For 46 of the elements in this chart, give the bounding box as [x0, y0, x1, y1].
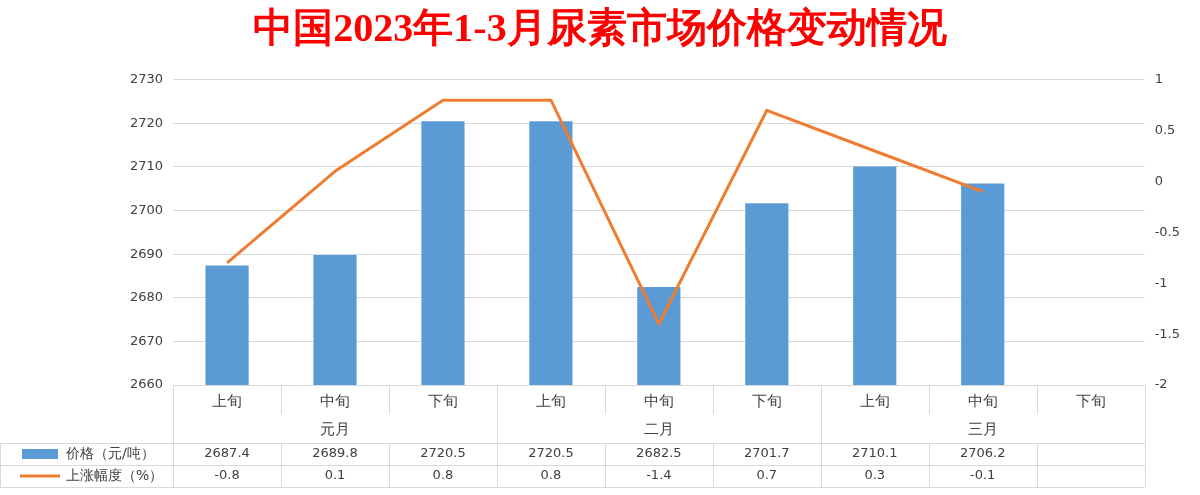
data-label: 0.8	[540, 467, 562, 483]
y2-tick-label: -0.5	[1154, 223, 1181, 239]
data-label: 2682.5	[636, 445, 682, 461]
y2-tick-label: -1.5	[1154, 325, 1181, 341]
x-tick-label: 上旬	[535, 391, 566, 410]
x-tick-label: 下旬	[1075, 391, 1106, 410]
data-label: 0.7	[756, 467, 778, 483]
y-tick-label: 2690	[129, 245, 164, 261]
text: 元月	[320, 420, 351, 439]
legend-label: 上涨幅度（%）	[66, 466, 164, 483]
x-tick-label: 上旬	[212, 391, 243, 410]
y-tick-label: 2660	[129, 376, 164, 392]
data-label: 0.3	[864, 467, 886, 483]
y2-tick-label: 0	[1154, 172, 1163, 188]
data-label: 2689.8	[312, 445, 358, 461]
data-label: 2706.2	[959, 445, 1006, 461]
chart-title: 中国2023年1-3月尿素市场价格变动情况	[252, 4, 948, 52]
x-tick-label: 中旬	[320, 391, 351, 410]
data-label: 2687.4	[204, 445, 250, 461]
data-label: 0.1	[324, 467, 346, 483]
data-label: 2720.5	[420, 445, 466, 461]
x-tick-label: 中旬	[967, 391, 998, 410]
text: 二月	[643, 420, 674, 439]
x-tick-label: 下旬	[751, 391, 782, 410]
y2-tick-label: -2	[1154, 376, 1168, 392]
data-label: -1.4	[646, 467, 672, 483]
data-label: 2701.7	[744, 445, 790, 461]
data-label: -0.8	[214, 467, 240, 483]
y2-tick-label: 0.5	[1154, 122, 1176, 138]
y-tick-label: 2720	[129, 114, 164, 130]
data-label: 2710.1	[852, 445, 898, 461]
y-tick-label: 2710	[129, 158, 164, 174]
y-tick-label: 2730	[129, 71, 164, 87]
y-tick-label: 2700	[129, 201, 164, 217]
legend-label: 价格（元/吨）	[65, 444, 155, 461]
y-tick-label: 2680	[129, 289, 164, 305]
x-tick-label: 上旬	[859, 391, 890, 410]
data-label: 0.8	[432, 467, 454, 483]
text: 三月	[967, 420, 998, 439]
y2-tick-label: 1	[1154, 71, 1163, 87]
x-tick-label: 下旬	[427, 391, 458, 410]
data-label: -0.1	[970, 467, 996, 483]
x-tick-label: 中旬	[643, 391, 674, 410]
y-tick-label: 2670	[129, 332, 164, 348]
data-label: 2720.5	[528, 445, 574, 461]
y2-tick-label: -1	[1154, 274, 1168, 290]
